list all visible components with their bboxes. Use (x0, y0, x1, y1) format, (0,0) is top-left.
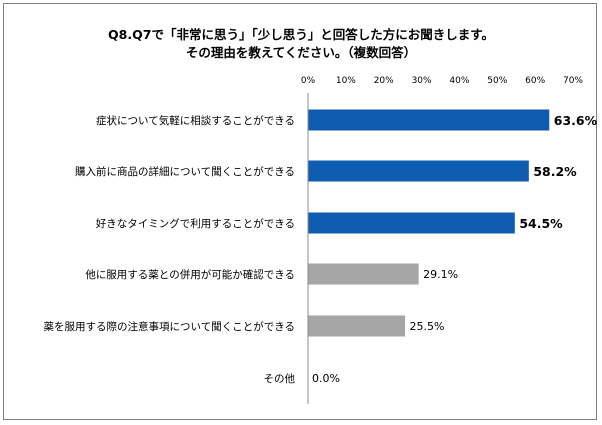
x-tick-label: 40% (449, 76, 469, 86)
chart-title: Q8.Q7で「非常に思う」「少し思う」と回答した方にお聞きします。 (108, 27, 494, 42)
category-label: 購入前に商品の詳細について聞くことができる (75, 165, 295, 178)
bar (308, 212, 515, 234)
category-label: 好きなタイミングで利用することができる (96, 217, 295, 230)
category-label: 症状について気軽に相談することができる (96, 114, 295, 127)
x-tick-label: 10% (336, 76, 356, 86)
data-label: 29.1% (423, 268, 458, 281)
x-tick-label: 50% (487, 76, 507, 86)
data-label: 25.5% (410, 320, 445, 333)
category-label: 他に服用する薬との併用が可能か確認できる (85, 268, 295, 281)
data-label: 58.2% (533, 164, 577, 179)
chart-frame (3, 3, 597, 420)
x-tick-label: 20% (374, 76, 394, 86)
x-tick-label: 60% (525, 76, 545, 86)
bar (308, 315, 406, 337)
data-label: 54.5% (519, 216, 563, 231)
bar (308, 109, 550, 131)
category-label: 薬を服用する際の注意事項について聞くことができる (44, 320, 295, 333)
category-label: その他 (264, 372, 296, 385)
x-tick-label: 30% (412, 76, 432, 86)
chart-subtitle: その理由を教えてください。（複数回答） (185, 45, 417, 60)
x-tick-label: 0% (301, 76, 316, 86)
bar (308, 263, 419, 285)
bar (308, 160, 529, 182)
data-label: 0.0% (312, 372, 340, 385)
x-tick-label: 70% (563, 76, 583, 86)
data-label: 63.6% (554, 113, 598, 128)
